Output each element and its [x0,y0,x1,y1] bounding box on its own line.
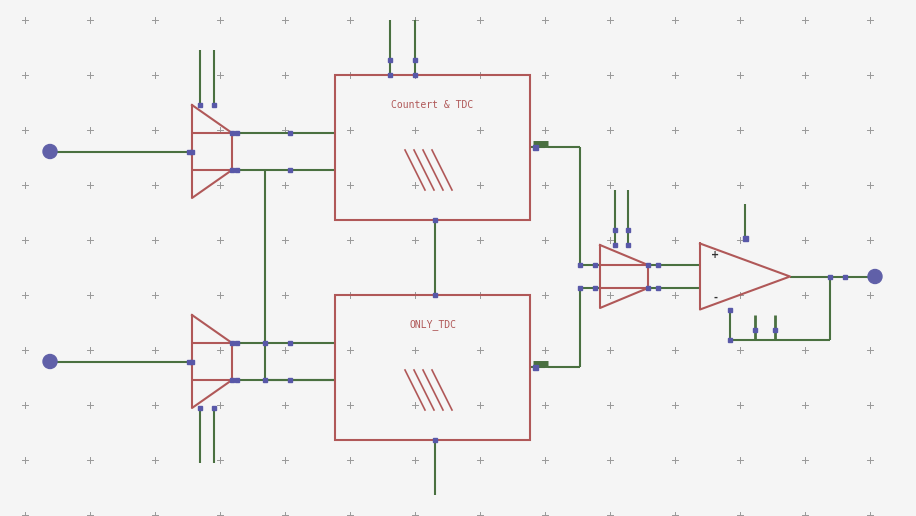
Bar [388,58,392,62]
Bar [190,150,194,153]
Bar [235,378,239,382]
Bar [187,360,191,363]
Bar [235,131,239,135]
Circle shape [868,269,882,283]
Bar [728,308,732,312]
Bar [743,236,747,241]
Bar [335,75,530,220]
Bar [433,218,437,222]
Circle shape [43,144,57,158]
Bar [263,341,267,345]
Bar [433,293,437,297]
Bar [288,168,292,172]
Bar [230,131,234,135]
Bar [433,438,437,442]
Bar [532,144,538,150]
Text: ONLY_TDC: ONLY_TDC [409,319,456,330]
Bar [532,364,538,369]
Bar [593,286,597,290]
Bar [626,243,630,247]
Bar [212,103,216,107]
Bar [646,263,650,267]
Bar [335,295,530,440]
Bar [593,263,597,267]
Bar [773,328,777,331]
Bar [198,406,202,410]
Bar [288,341,292,345]
Bar [235,341,239,345]
Bar [190,360,194,363]
Text: Countert & TDC: Countert & TDC [391,100,474,110]
Bar [656,286,660,290]
Bar [288,378,292,382]
Bar [230,168,234,172]
Bar [198,103,202,107]
Bar [828,275,832,279]
Bar [413,73,417,77]
Bar [843,275,847,279]
Bar [646,286,650,290]
Bar [578,286,582,290]
Text: +: + [711,250,719,261]
Bar [656,263,660,267]
Bar [626,228,630,232]
Bar [753,328,757,331]
Text: -: - [713,293,717,302]
Bar [230,341,234,345]
Bar [728,337,732,342]
Bar [578,263,582,267]
Bar [613,243,617,247]
Circle shape [43,354,57,368]
Bar [413,58,417,62]
Bar [288,131,292,135]
Bar [187,150,191,153]
Bar [263,378,267,382]
Bar [212,406,216,410]
Bar [388,73,392,77]
Bar [613,228,617,232]
Bar [230,378,234,382]
Bar [235,168,239,172]
